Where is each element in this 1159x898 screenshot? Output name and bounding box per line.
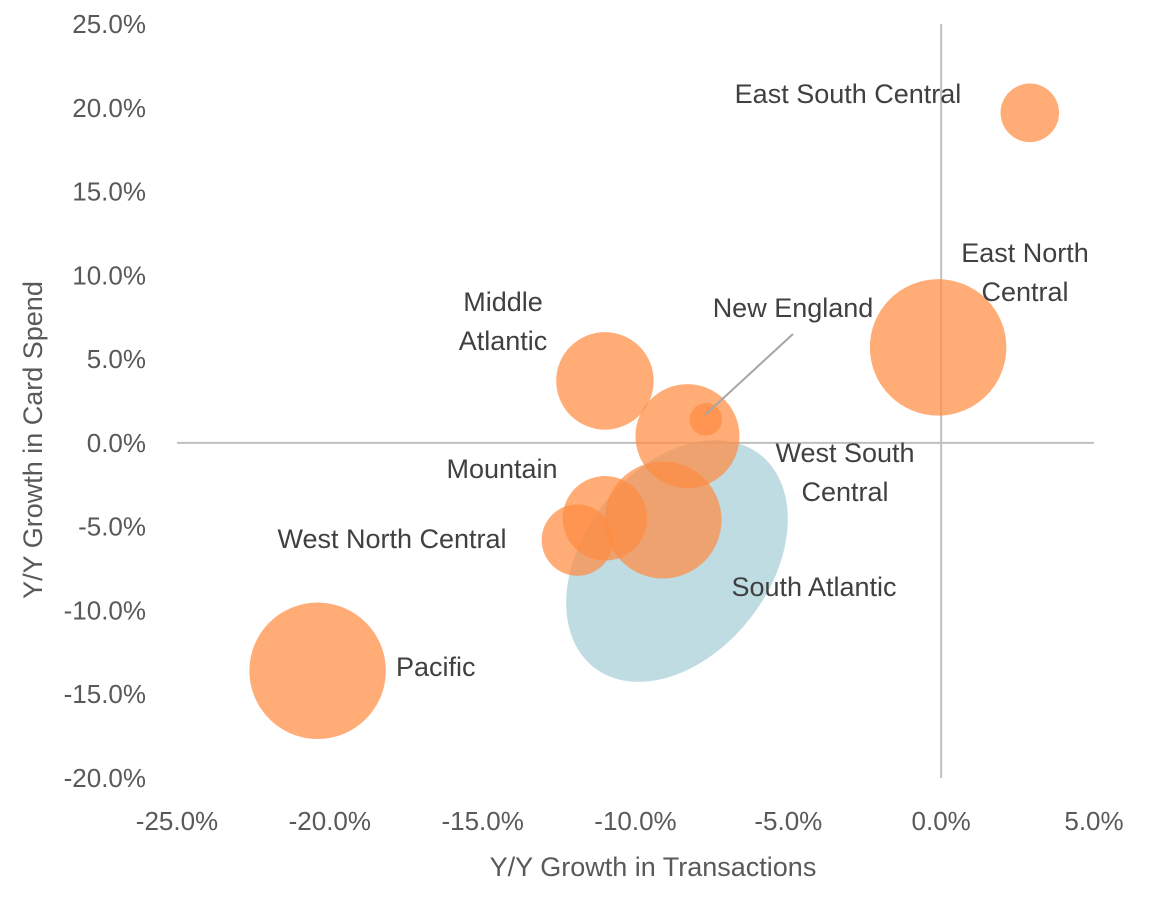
x-tick-label: 5.0%	[1064, 806, 1123, 836]
x-tick-label: -10.0%	[594, 806, 676, 836]
y-tick-label: 25.0%	[72, 9, 146, 39]
y-tick-label: 20.0%	[72, 93, 146, 123]
y-tick-label: 10.0%	[72, 260, 146, 290]
y-tick-label: -5.0%	[78, 512, 146, 542]
bubbles-layer	[249, 83, 1060, 740]
label-line: New England	[713, 293, 874, 323]
label-line: East North	[961, 238, 1089, 268]
bubble-west-south-central	[635, 384, 740, 489]
x-tick-label: 0.0%	[912, 806, 971, 836]
label-middle-atlantic: Middle Atlantic	[459, 287, 548, 356]
label-east-south-central: East South Central	[735, 79, 962, 109]
y-tick-label: -15.0%	[64, 679, 146, 709]
new-england-leader-line	[704, 333, 794, 416]
label-new-england: New England	[713, 293, 874, 323]
bubble-labels: East South Central East North Central Middl…	[277, 79, 1088, 682]
x-tick-label: -25.0%	[136, 806, 218, 836]
label-south-atlantic: South Atlantic	[731, 572, 896, 602]
label-east-north-central: East North Central	[961, 238, 1089, 307]
x-tick-labels: -25.0% -20.0% -15.0% -10.0% -5.0% 0.0% 5.0%	[136, 806, 1124, 836]
y-tick-label: 5.0%	[87, 344, 146, 374]
label-line: East South Central	[735, 79, 962, 109]
label-line: South Atlantic	[731, 572, 896, 602]
label-line: West South	[775, 438, 914, 468]
y-axis-title: Y/Y Growth in Card Spend	[18, 281, 48, 599]
label-mountain: Mountain	[446, 454, 557, 484]
label-line: Atlantic	[459, 326, 548, 356]
bubble-pacific	[249, 602, 386, 740]
x-tick-label: -5.0%	[754, 806, 822, 836]
label-line: Central	[981, 277, 1068, 307]
label-line: Central	[801, 477, 888, 507]
y-tick-label: -10.0%	[64, 595, 146, 625]
label-line: Middle	[463, 287, 543, 317]
x-tick-label: -20.0%	[289, 806, 371, 836]
bubble-new-england	[689, 403, 723, 436]
leader-lines-layer	[704, 333, 794, 416]
label-line: Pacific	[396, 652, 476, 682]
label-west-south-central: West South Central	[775, 438, 914, 507]
label-west-north-central: West North Central	[277, 524, 506, 554]
x-tick-label: -15.0%	[441, 806, 523, 836]
y-tick-labels: 25.0% 20.0% 15.0% 10.0% 5.0% 0.0% -5.0% -10.0% -…	[64, 9, 146, 793]
label-line: West North Central	[277, 524, 506, 554]
label-line: Mountain	[446, 454, 557, 484]
y-tick-label: 15.0%	[72, 177, 146, 207]
bubble-east-north-central	[869, 279, 1007, 416]
y-tick-label: -20.0%	[64, 763, 146, 793]
bubble-west-north-central	[541, 504, 614, 576]
bubble-east-south-central	[1000, 83, 1060, 143]
y-tick-label: 0.0%	[87, 428, 146, 458]
bubble-middle-atlantic	[556, 332, 654, 430]
x-axis-title: Y/Y Growth in Transactions	[490, 852, 817, 882]
label-pacific: Pacific	[396, 652, 476, 682]
